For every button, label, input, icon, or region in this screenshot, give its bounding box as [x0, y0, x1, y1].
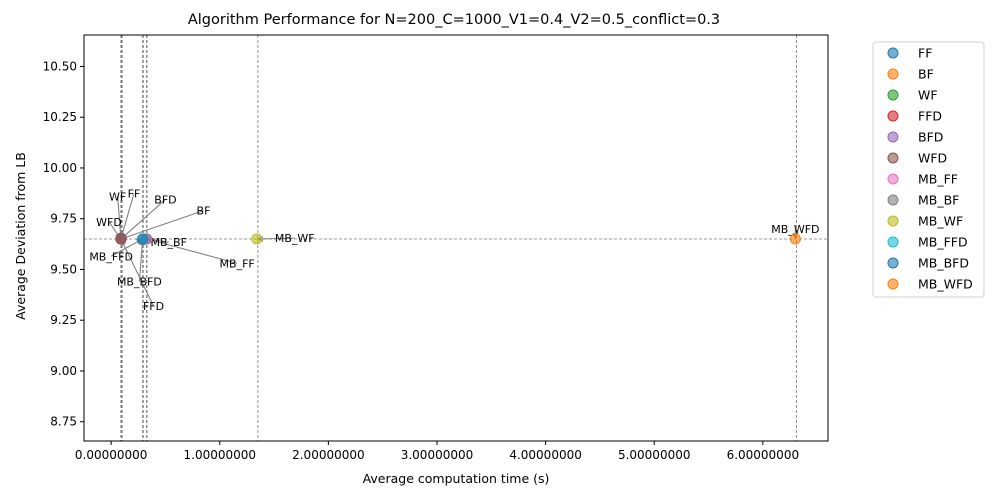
legend-marker — [887, 152, 899, 164]
legend-label: MB_BF — [918, 193, 959, 208]
x-axis-ticks: 0.00000000 1.00000000 2.00000000 3.00000000… — [75, 441, 799, 462]
annotation-label: WF — [109, 190, 126, 203]
y-tick-label: 8.75 — [50, 415, 77, 429]
chart-title: Algorithm Performance for N=200_C=1000_V… — [188, 12, 720, 28]
data-point — [789, 233, 801, 245]
annotation-label: MB_WFD — [771, 223, 819, 236]
annotation-arrow — [120, 210, 204, 240]
y-tick-label: 10.25 — [43, 110, 77, 124]
legend-label: BF — [918, 67, 934, 82]
legend-marker — [887, 47, 899, 59]
legend-label: MB_FFD — [918, 235, 968, 250]
annotation-arrow — [120, 238, 155, 307]
y-tick-label: 9.25 — [50, 313, 77, 327]
legend: FF BF WF FFD BFD WFD MB_FF MB_BF MB_WF MB_FFD MB_B… — [872, 41, 985, 298]
data-point — [137, 233, 149, 245]
annotation-label: MB_FF — [220, 257, 255, 270]
x-axis-label: Average computation time (s) — [363, 471, 550, 486]
annotation-label: MB_BF — [151, 236, 187, 249]
annotation-label: FF — [128, 187, 141, 200]
y-tick-label: 10.00 — [43, 161, 77, 175]
y-axis-label: Average Deviation from LB — [13, 152, 28, 320]
annotation-arrow — [120, 193, 135, 240]
data-point — [115, 233, 127, 245]
legend-marker — [887, 236, 899, 248]
x-tick-label: 5.00000000 — [618, 448, 691, 462]
x-tick-label: 3.00000000 — [401, 448, 474, 462]
legend-label: WF — [918, 88, 938, 103]
annotation-arrow — [120, 199, 166, 240]
annotation-label: BF — [197, 205, 211, 218]
data-points — [115, 233, 801, 245]
annotation-label: MB_WF — [275, 232, 315, 245]
legend-label: MB_WF — [918, 214, 963, 229]
legend-marker — [887, 257, 899, 269]
legend-marker — [887, 68, 899, 80]
legend-label: MB_WFD — [918, 277, 973, 292]
legend-marker — [887, 173, 899, 185]
legend-marker — [887, 110, 899, 122]
y-axis-ticks: 8.75 9.00 9.25 9.50 9.75 10.00 10.25 10.50 — [43, 59, 84, 429]
legend-label: WFD — [918, 151, 947, 166]
data-point — [251, 233, 263, 245]
y-tick-label: 9.00 — [50, 364, 77, 378]
x-tick-label: 1.00000000 — [184, 448, 257, 462]
x-tick-label: 2.00000000 — [292, 448, 365, 462]
y-tick-label: 10.50 — [43, 59, 77, 73]
point-annotations: FF BF WF FFD BFD WFD MB_FF MB_BF MB_WF MB_FFD MB_B… — [89, 187, 819, 313]
legend-label: FF — [918, 46, 932, 61]
legend-marker — [887, 215, 899, 227]
annotation-label: BFD — [154, 193, 176, 206]
y-tick-label: 9.75 — [50, 212, 77, 226]
reference-lines — [84, 35, 828, 441]
annotation-label: FFD — [143, 300, 164, 313]
legend-label: MB_FF — [918, 172, 958, 187]
legend-label: MB_BFD — [918, 256, 969, 271]
y-tick-label: 9.50 — [50, 262, 77, 276]
annotation-arrow — [138, 238, 144, 282]
annotation-arrow — [256, 237, 295, 240]
x-tick-label: 0.00000000 — [75, 448, 148, 462]
annotation-label: WFD — [96, 216, 122, 229]
annotation-arrow — [117, 196, 122, 240]
legend-box — [872, 41, 985, 298]
plot-frame — [83, 34, 829, 442]
legend-label: BFD — [918, 130, 943, 145]
x-tick-label: 4.00000000 — [509, 448, 582, 462]
annotation-label: MB_FFD — [89, 250, 133, 263]
legend-marker — [887, 89, 899, 101]
x-tick-label: 6.00000000 — [727, 448, 800, 462]
annotation-arrow — [146, 238, 238, 264]
legend-marker — [887, 194, 899, 206]
legend-marker — [887, 278, 899, 290]
annotation-label: MB_BFD — [117, 276, 162, 289]
legend-label: FFD — [918, 109, 942, 124]
legend-marker — [887, 131, 899, 143]
